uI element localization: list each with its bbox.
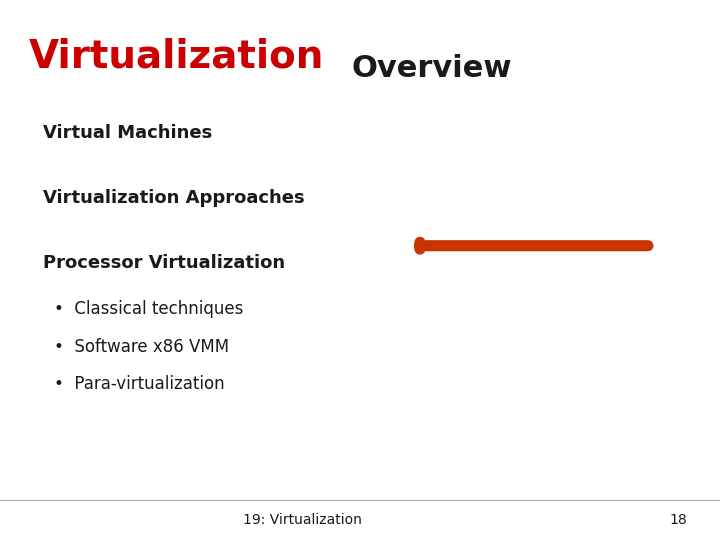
Text: •  Classical techniques: • Classical techniques <box>54 300 243 318</box>
Text: 19: Virtualization: 19: Virtualization <box>243 512 362 526</box>
Text: Virtual Machines: Virtual Machines <box>43 124 212 142</box>
Text: Overview: Overview <box>352 54 512 83</box>
Text: Virtualization: Virtualization <box>29 38 324 76</box>
Text: Processor Virtualization: Processor Virtualization <box>43 254 285 272</box>
Text: •  Software x86 VMM: • Software x86 VMM <box>54 338 229 355</box>
Text: •  Para-virtualization: • Para-virtualization <box>54 375 225 393</box>
Text: 18: 18 <box>670 512 688 526</box>
Text: Virtualization Approaches: Virtualization Approaches <box>43 189 305 207</box>
